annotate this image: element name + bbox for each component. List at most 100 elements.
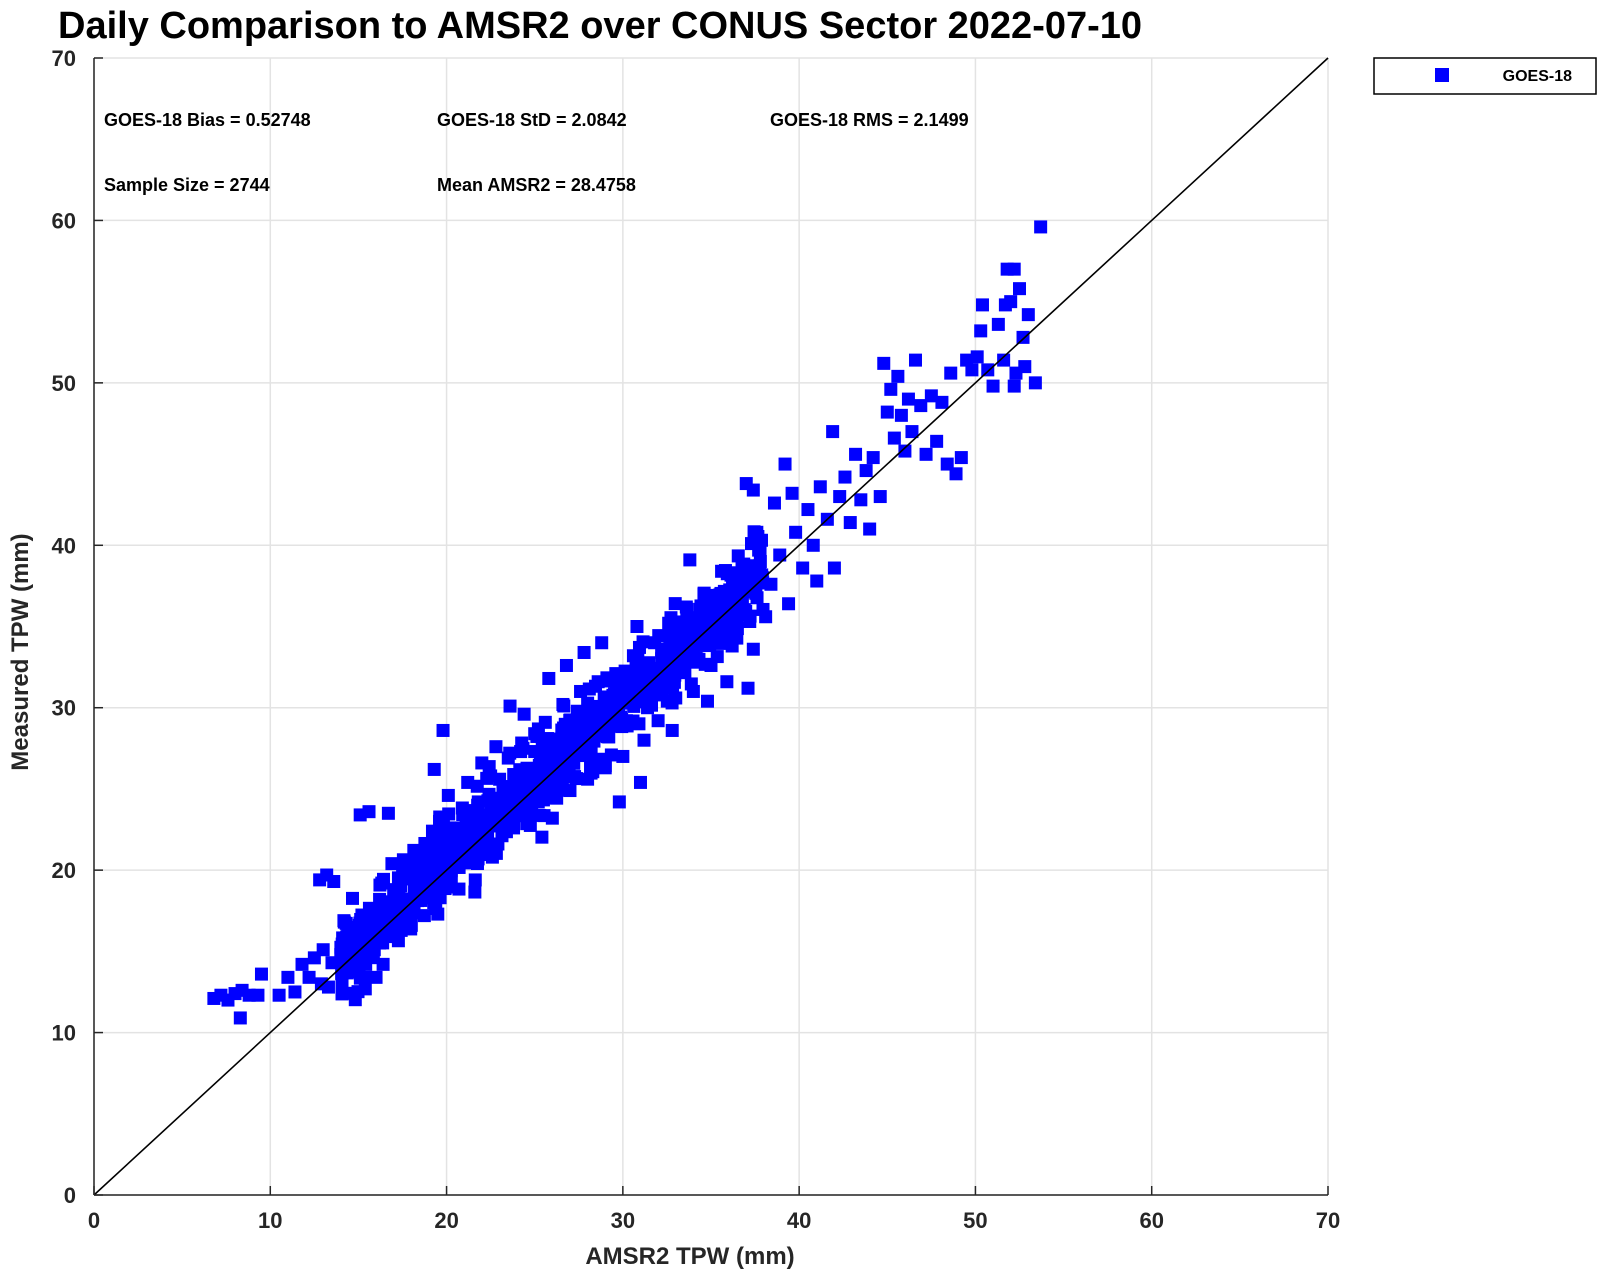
- legend-box: [1373, 57, 1597, 95]
- data-point: [735, 594, 749, 608]
- data-point: [752, 543, 766, 557]
- data-point: [730, 631, 744, 645]
- data-point: [648, 688, 662, 702]
- data-point: [562, 737, 576, 751]
- data-point: [411, 861, 425, 875]
- data-point: [908, 353, 922, 367]
- data-point: [251, 988, 265, 1002]
- data-point: [327, 875, 341, 889]
- data-point: [731, 582, 745, 596]
- data-point: [385, 857, 399, 871]
- data-point: [620, 719, 634, 733]
- data-point: [407, 843, 421, 857]
- y-tick-label: 70: [52, 46, 76, 71]
- data-point: [468, 841, 482, 855]
- data-point: [813, 480, 827, 494]
- data-point: [568, 770, 582, 784]
- data-point: [621, 687, 635, 701]
- y-axis-label: Measured TPW (mm): [7, 533, 34, 770]
- data-point: [480, 771, 494, 785]
- mean-annotation: Mean AMSR2 = 28.4758: [437, 175, 636, 195]
- data-point: [746, 642, 760, 656]
- data-point: [436, 723, 450, 737]
- data-point: [678, 666, 692, 680]
- data-point: [1021, 308, 1035, 322]
- data-point: [683, 553, 697, 567]
- data-point: [638, 667, 652, 681]
- data-point: [513, 763, 527, 777]
- data-point: [887, 431, 901, 445]
- data-point: [833, 490, 847, 504]
- data-point: [636, 635, 650, 649]
- data-point: [655, 645, 669, 659]
- data-point: [470, 806, 484, 820]
- data-point: [601, 698, 615, 712]
- data-point: [441, 788, 455, 802]
- data-point: [827, 561, 841, 575]
- data-point: [1016, 330, 1030, 344]
- data-point: [866, 451, 880, 465]
- data-point: [627, 699, 641, 713]
- data-point: [515, 736, 529, 750]
- data-point: [773, 548, 787, 562]
- data-point: [542, 671, 556, 685]
- data-point: [541, 733, 555, 747]
- data-point: [742, 571, 756, 585]
- data-point: [746, 483, 760, 497]
- data-point: [859, 464, 873, 478]
- data-point: [863, 522, 877, 536]
- data-point: [884, 382, 898, 396]
- data-point: [364, 936, 378, 950]
- data-point: [345, 891, 359, 905]
- data-point: [321, 980, 335, 994]
- data-point: [891, 369, 905, 383]
- data-point: [288, 985, 302, 999]
- data-point: [341, 927, 355, 941]
- data-point: [442, 807, 456, 821]
- y-tick-label: 0: [64, 1183, 76, 1208]
- data-point: [713, 588, 727, 602]
- data-point: [782, 597, 796, 611]
- legend: GOES-18: [1373, 57, 1597, 95]
- data-point: [281, 970, 295, 984]
- data-point: [407, 906, 421, 920]
- data-point: [898, 444, 912, 458]
- data-point: [838, 470, 852, 484]
- data-point: [574, 717, 588, 731]
- data-point: [637, 733, 651, 747]
- data-point: [470, 857, 484, 871]
- data-point: [894, 408, 908, 422]
- data-point: [905, 425, 919, 439]
- data-point: [595, 636, 609, 650]
- data-point: [991, 317, 1005, 331]
- data-point: [581, 696, 595, 710]
- data-point: [974, 324, 988, 338]
- data-point: [362, 805, 376, 819]
- data-point: [767, 496, 781, 510]
- data-point: [843, 516, 857, 530]
- data-point: [577, 645, 591, 659]
- data-point: [629, 657, 643, 671]
- y-tick-label: 50: [52, 371, 76, 396]
- data-point: [586, 765, 600, 779]
- data-point: [499, 815, 513, 829]
- data-point: [877, 356, 891, 370]
- x-tick-label: 10: [258, 1208, 282, 1233]
- x-tick-label: 60: [1139, 1208, 1163, 1233]
- data-point: [611, 700, 625, 714]
- data-point: [340, 966, 354, 980]
- data-point: [500, 791, 514, 805]
- data-point: [432, 852, 446, 866]
- data-point: [554, 751, 568, 765]
- data-point: [652, 629, 666, 643]
- data-point: [316, 943, 330, 957]
- data-point: [1007, 262, 1021, 276]
- data-point: [1013, 282, 1026, 296]
- data-point: [612, 795, 626, 809]
- data-point: [302, 970, 316, 984]
- data-point: [801, 503, 815, 517]
- y-tick-label: 40: [52, 533, 76, 558]
- data-point: [378, 900, 392, 914]
- data-point: [826, 425, 840, 439]
